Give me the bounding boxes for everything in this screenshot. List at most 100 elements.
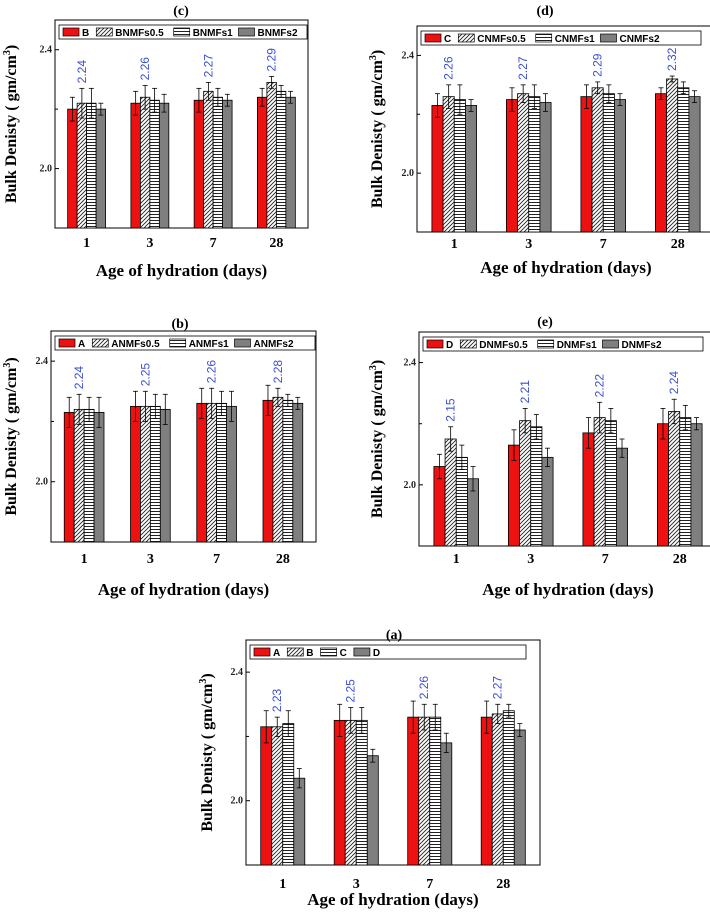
bar-CNMFs1-day-28 xyxy=(677,87,690,233)
bar-DNMFs2-day-28 xyxy=(690,423,703,547)
legend-swatch xyxy=(95,27,113,37)
charts-root: (c) 2.0 2.4 1 2.24 3 2.26 7 2.27 28 2.29 B BNMFs0.5 B… xyxy=(2,4,710,909)
legend-swatch xyxy=(457,33,475,43)
legend-label: CNMFs0.5 xyxy=(477,34,526,45)
bar-D-day-28 xyxy=(657,423,669,547)
legend-label: CNMFs1 xyxy=(555,34,595,45)
bar-CNMFs1-day-1 xyxy=(453,99,466,233)
bar-ANMFs1-day-1 xyxy=(83,408,95,543)
bar-CNMFs2-day-28 xyxy=(688,96,701,233)
y-axis-label-close: ) xyxy=(3,45,20,50)
bar-BNMFs2-day-1 xyxy=(95,108,107,229)
legend-label: B xyxy=(306,648,313,659)
bar-BNMFs2-day-3 xyxy=(158,102,170,229)
x-tick-label: 3 xyxy=(525,237,532,252)
legend-box xyxy=(249,644,527,660)
bar-CNMFs0.5-day-28 xyxy=(666,78,679,233)
x-tick-label: 28 xyxy=(673,552,687,567)
value-annotation: 2.26 xyxy=(442,56,456,80)
x-tick-label: 28 xyxy=(671,237,685,252)
bar-ANMFs2-day-28 xyxy=(292,402,304,543)
bar-A-day-3 xyxy=(333,719,346,866)
value-annotation: 2.28 xyxy=(271,360,285,384)
legend-swatch xyxy=(234,338,251,348)
bar-C-day-7 xyxy=(580,96,593,233)
bar-A-day-7 xyxy=(407,716,420,866)
bar-ANMFs0.5-day-28 xyxy=(272,396,284,543)
bar-A-day-7 xyxy=(196,402,208,543)
bar-DNMFs0.5-day-7 xyxy=(593,417,606,547)
bar-B-day-3 xyxy=(344,719,357,866)
bar-CNMFs2-day-3 xyxy=(539,102,552,233)
x-tick-label: 3 xyxy=(527,552,534,567)
bar-D-day-3 xyxy=(366,755,379,866)
legend-label: BNMFs2 xyxy=(258,28,298,39)
bar-A-day-1 xyxy=(63,411,75,543)
chart-title: (b) xyxy=(171,317,188,332)
bar-B-day-28 xyxy=(256,96,268,229)
y-tick-label: 2.0 xyxy=(404,480,417,491)
legend-label: ANMFs0.5 xyxy=(111,339,160,350)
x-axis-label: Age of hydration (days) xyxy=(307,890,478,909)
bar-DNMFs0.5-day-28 xyxy=(668,411,681,547)
legend-swatch xyxy=(91,338,109,348)
chart-title: (a) xyxy=(386,628,403,643)
y-axis-label: Bulk Denisty ( gm/cm3) xyxy=(2,45,20,203)
y-tick-label: 2.0 xyxy=(36,477,49,488)
legend-box xyxy=(420,30,702,46)
y-axis-label-text: Bulk Denisty ( gm/cm xyxy=(369,369,386,518)
value-annotation: 2.26 xyxy=(205,360,219,384)
value-annotation: 2.26 xyxy=(138,57,152,81)
y-tick-label: 2.4 xyxy=(402,50,415,61)
bar-BNMFs0.5-day-1 xyxy=(76,102,88,229)
bar-D-day-7 xyxy=(582,432,595,547)
plot-frame xyxy=(245,639,541,866)
legend-swatch xyxy=(320,647,337,657)
legend-swatch xyxy=(253,647,271,657)
legend-label: BNMFs0.5 xyxy=(115,28,164,39)
y-tick-label: 2.0 xyxy=(231,796,244,807)
x-tick-label: 28 xyxy=(276,552,290,567)
legend-label: CNMFs2 xyxy=(620,34,660,45)
value-annotation: 2.29 xyxy=(591,53,605,77)
bar-BNMFs1-day-1 xyxy=(86,102,97,229)
y-axis-label-close: ) xyxy=(3,357,20,362)
bar-BNMFs2-day-7 xyxy=(222,99,233,229)
y-tick-label: 2.4 xyxy=(40,45,53,56)
bar-BNMFs0.5-day-28 xyxy=(266,82,277,229)
bar-D-day-28 xyxy=(513,729,526,866)
x-tick-label: 3 xyxy=(147,552,154,567)
bar-DNMFs0.5-day-3 xyxy=(519,420,532,547)
bar-B-day-7 xyxy=(193,99,205,229)
y-tick-label: 2.4 xyxy=(36,356,49,367)
legend-swatch xyxy=(424,33,442,43)
x-tick-label: 7 xyxy=(213,552,220,567)
y-axis-label-sup: 3 xyxy=(2,363,13,368)
bar-CNMFs0.5-day-3 xyxy=(517,93,530,233)
legend-swatch xyxy=(238,27,255,37)
bar-C-day-3 xyxy=(355,719,368,866)
x-axis-label: Age of hydration (days) xyxy=(98,580,269,599)
legend-label: DNMFs2 xyxy=(622,340,662,351)
y-axis-label: Bulk Denisty ( gm/cm3) xyxy=(368,360,386,518)
legend-label: ANMFs1 xyxy=(189,339,229,350)
bar-B-day-7 xyxy=(418,716,431,866)
value-annotation: 2.22 xyxy=(593,374,607,398)
bar-DNMFs1-day-7 xyxy=(604,420,617,547)
bar-D-day-1 xyxy=(293,777,306,866)
legend-box xyxy=(422,336,704,352)
value-annotation: 2.27 xyxy=(201,54,215,78)
legend-swatch xyxy=(62,27,80,37)
bar-DNMFs2-day-3 xyxy=(541,456,554,547)
x-tick-label: 7 xyxy=(600,237,607,252)
legend-label: DNMFs1 xyxy=(557,340,597,351)
x-tick-label: 7 xyxy=(602,552,609,567)
x-tick-label: 3 xyxy=(353,877,360,892)
y-axis-label-sup: 3 xyxy=(368,365,379,370)
bar-ANMFs2-day-3 xyxy=(159,408,171,543)
plot-frame xyxy=(54,19,309,229)
y-axis-label: Bulk Denisty ( gm/cm3) xyxy=(2,357,20,515)
y-axis-label-close: ) xyxy=(369,360,386,365)
x-tick-label: 28 xyxy=(496,877,510,892)
value-annotation: 2.25 xyxy=(344,679,358,703)
